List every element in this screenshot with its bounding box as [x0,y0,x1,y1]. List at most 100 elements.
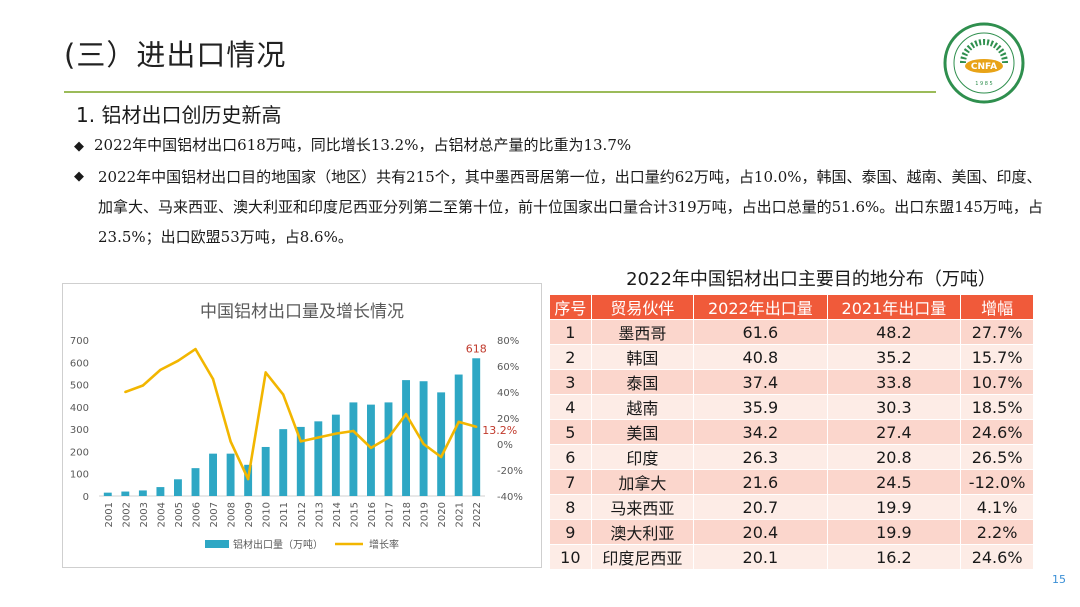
bar-2011 [279,429,288,496]
table-cell: 20.7 [693,494,828,520]
y-left-tick-label: 300 [70,425,89,436]
x-tick-label: 2005 [174,502,185,527]
table-cell: 美国 [590,419,695,445]
bar-2004 [156,487,165,496]
table-cell: 20.1 [693,544,828,570]
bar-2013 [314,421,323,496]
growth-point-2020 [439,455,443,459]
growth-point-2016 [369,446,373,450]
table-header-row: 序号 贸易伙伴 2022年出口量 2021年出口量 增幅 [549,294,1034,320]
bar-2010 [261,446,270,496]
legend-bar-swatch [205,540,229,548]
x-tick-label: 2006 [192,502,203,527]
annotation-growth: 13.2% [482,424,517,437]
bar-2008 [226,453,235,496]
bar-2009 [244,464,253,496]
bullet-2: ◆ 2022年中国铝材出口目的地国家（地区）共有215个，其中墨西哥居第一位，出口… [74,162,1044,252]
table-cell: 15.7% [960,344,1034,370]
table-cell: 26.5% [960,444,1034,470]
bar-2002 [121,491,130,496]
table-cell: 30.3 [826,394,962,420]
bar-2006 [191,468,200,496]
table-cell: 40.8 [693,344,828,370]
bar-2014 [331,414,340,496]
x-tick-label: 2022 [472,502,483,527]
x-tick-label: 2018 [402,502,413,527]
bar-2021 [454,374,463,496]
y-right-tick-label: 40% [497,388,519,399]
table-row: 10 印度尼西亚 20.1 16.2 24.6% [549,544,1034,570]
table-cell: 18.5% [960,394,1034,420]
y-right-tick-label: 80% [497,336,519,347]
table-cell: 6 [549,444,592,470]
diamond-bullet-icon: ◆ [74,139,84,154]
x-tick-label: 2007 [209,502,220,527]
table-header-cell: 序号 [549,294,592,320]
table-cell: 1 [549,319,592,345]
table-cell: 27.4 [826,419,962,445]
growth-point-2019 [422,442,425,446]
table-cell: 26.3 [693,444,828,470]
table-title: 2022年中国铝材出口主要目的地分布（万吨） [626,269,996,290]
y-right-tick-label: 20% [497,414,519,425]
table-row: 3 泰国 37.4 33.8 10.7% [549,369,1034,395]
bar-2007 [209,453,217,496]
growth-point-2009 [246,477,250,481]
table-cell: 24.6% [960,544,1034,570]
x-tick-label: 2001 [104,502,115,527]
table-cell: 24.6% [960,419,1034,445]
table-cell: 3 [549,369,592,395]
table-cell: 35.2 [826,344,962,370]
growth-point-2014 [334,432,338,435]
x-tick-label: 2016 [367,502,378,527]
x-tick-label: 2011 [279,502,290,527]
y-left-tick-label: 700 [70,336,89,347]
table-cell: 20.8 [826,444,962,470]
table-cell: 8 [549,494,592,520]
logo-text: CNFA [971,62,997,72]
table-cell: 16.2 [826,544,962,570]
bullet-2-text: 2022年中国铝材出口目的地国家（地区）共有215个，其中墨西哥居第一位，出口量… [98,168,1043,246]
bar-2017 [384,402,393,496]
bullet-1: ◆ 2022年中国铝材出口618万吨，同比增长13.2%，占铝材总产量的比重为13… [74,130,1034,162]
x-tick-label: 2013 [314,502,325,527]
x-tick-label: 2009 [244,502,255,527]
growth-point-2012 [299,440,302,443]
bar-2005 [174,479,182,496]
table-row: 5 美国 34.2 27.4 24.6% [549,419,1034,445]
table-cell: 泰国 [590,369,695,395]
table-header-cell: 贸易伙伴 [590,294,695,320]
table-cell: 48.2 [826,319,962,345]
x-tick-label: 2015 [349,502,360,527]
y-right-tick-label: 0% [497,440,513,451]
x-tick-label: 2003 [139,502,150,527]
y-left-tick-label: 500 [70,381,89,392]
export-chart: 中国铝材出口量及增长情况 0 100 200 300 400 500 600 700 -40% -2… [70,302,523,551]
x-tick-label: 2019 [420,502,431,527]
section-subtitle: 1. 铝材出口创历史新高 [76,103,282,127]
table-header-cell: 增幅 [960,294,1034,320]
bar-2019 [419,381,428,496]
bar-2003 [138,490,147,496]
table-cell: 澳大利亚 [590,519,695,545]
cnfa-logo: CNFA 1 9 8 5 [943,22,1025,104]
annotation-618: 618 [466,342,487,355]
table-row: 7 加拿大 21.6 24.5 -12.0% [549,469,1034,495]
table-cell: 马来西亚 [590,494,695,520]
y-left-tick-label: 400 [70,403,89,414]
bar-2018 [402,380,410,496]
y-left-tick-label: 0 [83,492,89,503]
x-tick-label: 2021 [455,502,466,527]
diamond-bullet-icon: ◆ [74,169,84,184]
table-cell: 21.6 [693,469,828,495]
x-tick-label: 2004 [156,502,167,527]
table-cell: 4.1% [960,494,1034,520]
table-cell: 19.9 [826,519,962,545]
legend-bar-label: 铝材出口量（万吨） [233,538,323,551]
export-chart-panel: 中国铝材出口量及增长情况 0 100 200 300 400 500 600 700 -40% -2… [62,283,542,568]
x-tick-label: 2002 [121,502,132,527]
y-right-tick-label: -20% [497,466,523,477]
table-cell: 越南 [590,394,695,420]
growth-point-2002 [124,390,127,394]
table-row: 8 马来西亚 20.7 19.9 4.1% [549,494,1034,520]
